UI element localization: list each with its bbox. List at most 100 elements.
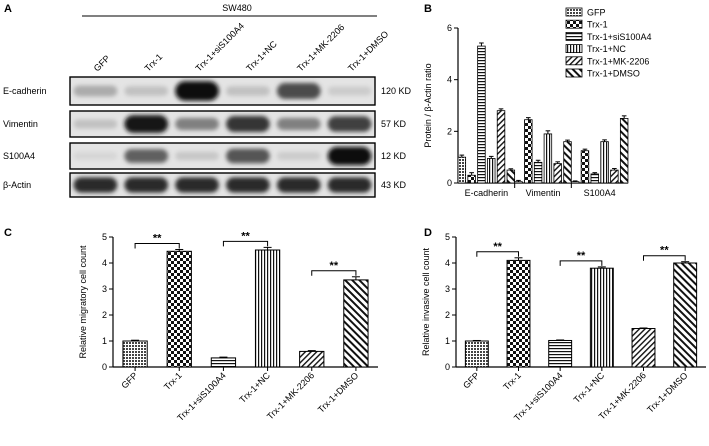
band-actin-4 (226, 177, 270, 193)
panel-letter-b: B (424, 3, 432, 15)
panel-letter-d: D (424, 227, 432, 239)
lane-label-trx-1-mk-2206: Trx-1+MK-2206 (295, 22, 346, 73)
bar-s100a4-trx-1-dmso (619, 118, 629, 184)
legend-swatch-trx-1 (565, 19, 583, 29)
protein-label-s100a4: S100A4 (3, 151, 35, 161)
band-s100a4-4 (226, 148, 270, 164)
chart-b-category-e-cadherin: E-cadherin (465, 188, 509, 198)
chart-c-bar-trx-1 (166, 250, 192, 368)
chart-d-bar-trx-1-dmso (673, 262, 698, 368)
band-actin-3 (175, 177, 219, 193)
bar-vimentin-trx-1-dmso (563, 141, 572, 184)
chart-d-y-tick-label: 2 (445, 310, 450, 320)
lane-label-trx-1: Trx-1 (143, 52, 165, 74)
chart-b-y-tick-label: 4 (447, 75, 452, 85)
band-e-cadherin-6 (327, 86, 372, 96)
bar-e-cadherin-trx-1-dmso (506, 169, 516, 184)
legend-label-trx-1-nc: Trx-1+NC (587, 44, 626, 54)
lane-label-trx-1-sis100a4: Trx-1+siS100A4 (193, 21, 246, 74)
chart-d-significance-label: ** (493, 241, 502, 253)
band-actin-5 (276, 177, 321, 193)
blot-strip-e-cadherin (69, 76, 376, 106)
chart-d-category-trx-1: Trx-1 (501, 370, 523, 392)
chart-d-bar-trx-1 (506, 259, 531, 368)
chart-c-y-tick-label: 2 (102, 310, 107, 320)
band-e-cadherin-3 (175, 81, 219, 101)
band-e-cadherin-4 (226, 86, 270, 96)
chart-d-y-tick-label: 3 (445, 284, 450, 294)
chart-c-category-trx-1-mk-2206: Trx-1+MK-2206 (265, 370, 316, 421)
protein-label-actin: β-Actin (3, 180, 31, 190)
legend-swatch-trx-1-nc (565, 44, 583, 53)
chart-b-category-s100a4: S100A4 (584, 188, 616, 198)
bar-s100a4-trx-1-mk-2206 (610, 169, 619, 184)
chart-c-bar-trx-1-sis100a4 (210, 357, 237, 368)
chart-d-significance-bracket (476, 251, 519, 257)
legend-label-trx-1: Trx-1 (587, 20, 608, 30)
blot-strip-vimentin (69, 110, 376, 138)
band-e-cadherin-1 (73, 85, 118, 97)
legend-label-trx-1-dmso: Trx-1+DMSO (587, 69, 640, 79)
chart-b-legend: GFP Trx-1 Trx-1+siS100A4 Trx-1+NC Trx-1+MK-2… (565, 7, 651, 79)
bar-s100a4-trx-1-sis100a4 (590, 173, 599, 184)
chart-c-y-tick-label: 3 (102, 284, 107, 294)
bar-e-cadherin-trx-1-mk-2206 (496, 110, 506, 184)
band-s100a4-6 (327, 146, 372, 166)
bar-e-cadherin-trx-1 (467, 174, 476, 184)
chart-c-y-axis-title: Relative migratory cell count (78, 245, 88, 359)
chart-d-y-axis-title: Relative invasive cell count (421, 247, 431, 356)
legend-swatch-trx-1-mk-2206 (565, 56, 583, 66)
chart-c-significance-bracket (222, 240, 269, 247)
band-s100a4-5 (276, 151, 321, 161)
chart-d-bar-trx-1-nc (589, 267, 614, 368)
chart-c-significance-bracket (134, 242, 180, 249)
chart-c-significance-label: ** (241, 230, 250, 242)
band-vimentin-3 (175, 117, 219, 131)
chart-d-significance-bracket (559, 260, 603, 266)
chart-d-y-tick-label: 5 (445, 232, 450, 242)
chart-d-category-gfp: GFP (461, 370, 481, 390)
size-label-vimentin: 57 KD (381, 119, 407, 129)
bar-e-cadherin-trx-1-sis100a4 (477, 45, 486, 184)
bar-vimentin-trx-1-nc (543, 133, 553, 184)
size-label-actin: 43 KD (381, 180, 407, 190)
band-s100a4-1 (73, 152, 118, 160)
chart-c-significance-bracket (311, 270, 357, 276)
chart-c-significance-label: ** (153, 232, 162, 244)
legend-swatch-gfp (565, 7, 583, 17)
chart-d-significance-label: ** (577, 250, 586, 262)
chart-c-category-trx-1-dmso: Trx-1+DMSO (316, 370, 360, 414)
chart-c-category-trx-1-nc: Trx-1+NC (237, 370, 272, 405)
chart-c-y-tick-label: 1 (102, 336, 107, 346)
chart-c-y-tick-label: 5 (102, 232, 107, 242)
panel-letter-c: C (4, 227, 12, 239)
bar-vimentin-gfp (514, 181, 523, 184)
bar-vimentin-trx-1 (524, 119, 533, 184)
bar-vimentin-trx-1-sis100a4 (533, 161, 543, 184)
band-s100a4-2 (124, 149, 169, 163)
legend-label-trx-1-sis100a4: Trx-1+siS100A4 (587, 32, 651, 42)
band-e-cadherin-5 (276, 82, 321, 100)
blot-strip-s100a4 (69, 142, 376, 170)
size-label-s100a4: 12 KD (381, 151, 407, 161)
band-s100a4-3 (175, 151, 219, 161)
chart-c-bar-trx-1-nc (254, 249, 281, 368)
lane-label-gfp: GFP (92, 53, 112, 73)
band-actin-2 (124, 177, 169, 193)
chart-d-bar-trx-1-sis100a4 (548, 339, 573, 368)
chart-d-y-tick-label: 0 (445, 362, 450, 372)
bar-s100a4-trx-1-nc (600, 141, 609, 184)
chart-b-y-tick-label: 2 (447, 126, 452, 136)
chart-b-y-tick-label: 0 (447, 178, 452, 188)
band-vimentin-4 (226, 115, 270, 133)
protein-label-vimentin: Vimentin (3, 119, 38, 129)
band-e-cadherin-2 (124, 86, 169, 96)
chart-d-category-trx-1-dmso: Trx-1+DMSO (645, 370, 689, 414)
lane-label-trx-1-nc: Trx-1+NC (244, 38, 279, 73)
chart-d-significance-bracket (643, 255, 686, 261)
blot-strip-actin (69, 172, 376, 198)
chart-c-significance-label: ** (330, 260, 339, 272)
chart-b-y-tick-label: 6 (447, 23, 452, 33)
